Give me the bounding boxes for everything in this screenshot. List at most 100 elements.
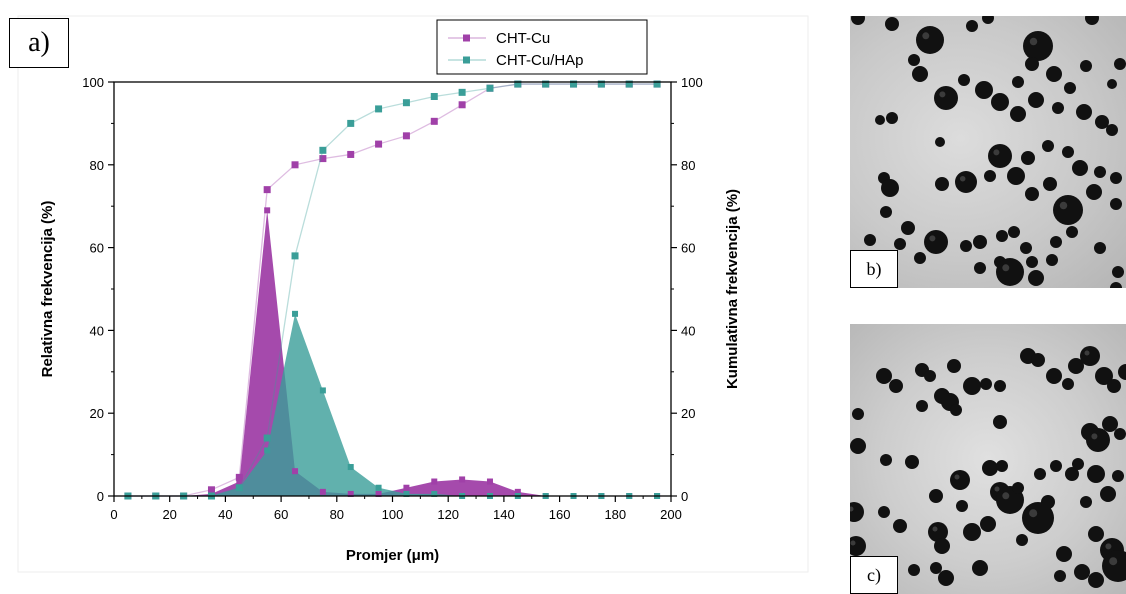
particle [930,562,942,574]
particle [947,359,961,373]
particle [905,455,919,469]
marker-cumulative-1-11 [430,92,438,100]
particle [850,502,864,522]
particle [1086,184,1102,200]
particle-highlight [1002,492,1010,500]
micrograph-b-particles [851,16,1126,288]
particle [880,206,892,218]
marker-cumulative-0-11 [430,117,438,125]
panel-label-c: c) [850,556,898,594]
y-axis-label-right: Kumulativna frekvencija (%) [724,189,741,389]
marker-cumulative-1-10 [402,99,410,107]
x-tick-label-8: 160 [549,507,571,522]
marker-cumulative-1-18 [625,80,633,88]
particle [1066,226,1078,238]
particle [1054,570,1066,582]
particle [1065,467,1079,481]
x-tick-label-1: 20 [162,507,176,522]
particle [993,415,1007,429]
marker-relative-0-7 [319,488,326,495]
line-cumulative-0 [127,83,658,497]
particle [1042,140,1054,152]
particle-highlight [850,540,856,546]
particle [1016,534,1028,546]
particle [982,460,998,476]
particle [1114,58,1126,70]
particle [938,570,954,586]
particle [886,112,898,124]
marker-cumulative-1-6 [291,252,299,260]
particle [1085,16,1099,25]
size-distribution-chart: 0 20 40 60 80 100 120 140 160 180 200 0 20 40 60 80 100 0… [9,15,809,573]
particle [1020,242,1032,254]
particle [1028,270,1044,286]
marker-cumulative-0-9 [375,140,383,148]
particle [850,438,866,454]
particle-highlight [1091,433,1098,440]
marker-cumulative-0-12 [458,101,466,109]
particle [881,179,899,197]
y-tick-label-left-3: 60 [90,241,104,256]
marker-cumulative-1-16 [570,80,578,88]
marker-cumulative-1-12 [458,88,466,96]
y-tick-label-left-0: 0 [97,489,104,504]
particle [1088,526,1104,542]
particle [1080,346,1100,366]
marker-cumulative-1-7 [319,146,327,154]
y-tick-label-right-1: 20 [681,406,695,421]
marker-cumulative-1-19 [653,80,661,88]
particle [914,252,926,264]
particle [994,380,1006,392]
particle [1043,177,1057,191]
particle [1107,79,1117,89]
particle [1118,364,1126,380]
x-tick-label-3: 60 [274,507,288,522]
panel-label-b: b) [850,250,898,288]
legend-marker-1 [463,56,470,64]
particle [996,258,1024,286]
particle [1007,167,1025,185]
particle [1053,195,1083,225]
marker-relative-1-4 [236,484,243,491]
marker-cumulative-1-15 [542,80,550,88]
particle [935,177,949,191]
particle-highlight [959,175,966,182]
particle [1025,187,1039,201]
chart-svg: 0 20 40 60 80 100 120 140 160 180 200 0 20 40 60 80 100 0… [17,15,809,573]
particle [1062,378,1074,390]
particle [908,564,920,576]
particle [950,470,970,490]
figure-frame [17,15,809,573]
particle-highlight [1029,509,1038,518]
particle [980,516,996,532]
particle [1080,496,1092,508]
particle [991,93,1009,111]
particle [1072,160,1088,176]
particle-highlight [1002,264,1010,272]
particle [928,522,948,542]
x-tick-label-0: 0 [110,507,117,522]
marker-cumulative-1-13 [486,84,494,92]
particle [850,536,866,556]
particle [1095,367,1113,385]
particle [1062,146,1074,158]
particle [935,137,945,147]
particle [988,144,1012,168]
particle [1022,502,1054,534]
particle [980,378,992,390]
particle [1025,57,1039,71]
particle [1052,102,1064,114]
particle [924,370,936,382]
legend-box [436,19,648,75]
micrograph-c: c) [850,324,1126,594]
legend-marker-0 [463,34,470,42]
particle [893,519,907,533]
particle [1106,124,1118,136]
marker-cumulative-1-8 [347,119,355,127]
particle [996,230,1008,242]
particle [963,523,981,541]
marker-cumulative-1-17 [597,80,605,88]
particle [1026,256,1038,268]
legend-label-0: CHT-Cu [496,30,550,47]
particle [972,560,988,576]
